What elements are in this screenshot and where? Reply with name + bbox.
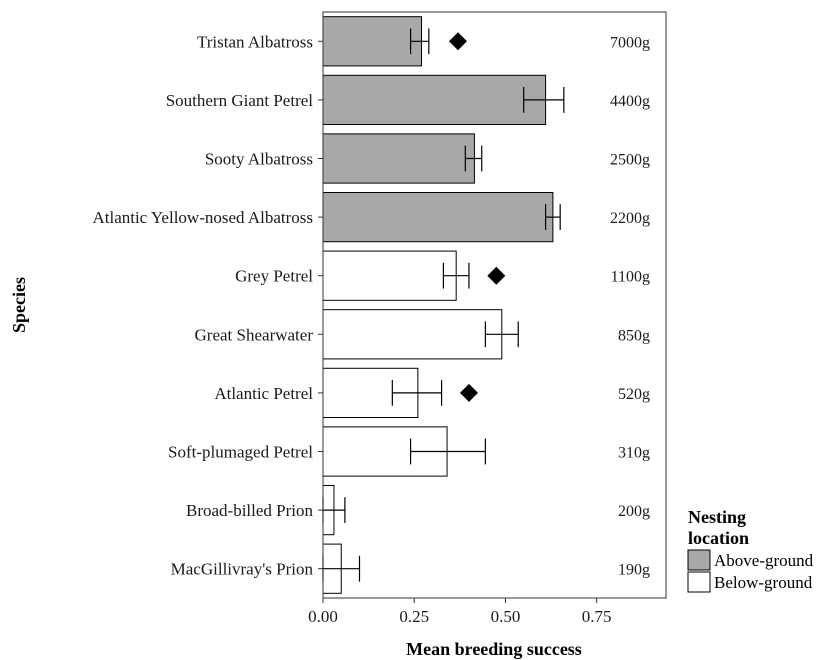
- mass-label-broad-billed-prion: 200g: [618, 503, 650, 520]
- mass-label-sooty-albatross: 2500g: [610, 152, 650, 169]
- legend-label-below-ground: Below-ground: [714, 573, 813, 592]
- bar-atlantic-yellow-nosed-albatross: [322, 191, 554, 243]
- x-tick-label-2: 0.50: [491, 607, 521, 626]
- x-axis-title: Mean breeding success: [406, 639, 582, 659]
- bar-great-shearwater: [322, 309, 503, 360]
- species-label-sooty-albatross: Sooty Albatross: [205, 150, 313, 169]
- species-label-grey-petrel: Grey Petrel: [235, 267, 313, 286]
- mass-label-southern-giant-petrel: 4400g: [610, 93, 650, 110]
- legend: Nesting location Above-ground Below-grou…: [687, 507, 814, 593]
- bar-tristan-albatross: [322, 16, 423, 67]
- bar-southern-giant-petrel: [322, 74, 547, 126]
- bars-layer: 7000g 4400g 2500g 2200g 1100g 850g 520g 310g 200…: [322, 16, 650, 594]
- x-tick-label-0: 0.00: [308, 607, 338, 626]
- diamond-marker-tristan-albatross: [449, 32, 468, 51]
- species-label-macgillivray-s-prion: MacGillivray's Prion: [171, 560, 314, 579]
- species-label-great-shearwater: Great Shearwater: [195, 325, 314, 344]
- x-axis: Tristan Albatross Southern Giant Petrel So…: [92, 32, 611, 626]
- legend-swatch-above-ground: [687, 549, 711, 571]
- legend-label-above-ground: Above-ground: [714, 551, 814, 570]
- species-label-atlantic-petrel: Atlantic Petrel: [214, 384, 313, 403]
- species-label-tristan-albatross: Tristan Albatross: [197, 32, 313, 51]
- x-tick-label-3: 0.75: [582, 607, 612, 626]
- diamond-marker-atlantic-petrel: [459, 383, 478, 402]
- mass-label-grey-petrel: 1100g: [611, 269, 650, 286]
- legend-swatch-below-ground: [687, 571, 711, 593]
- mass-label-soft-plumaged-petrel: 310g: [618, 445, 650, 462]
- mass-label-great-shearwater: 850g: [618, 327, 650, 344]
- mass-label-tristan-albatross: 7000g: [610, 34, 650, 51]
- legend-title-line2: location: [688, 528, 749, 548]
- species-label-southern-giant-petrel: Southern Giant Petrel: [166, 91, 314, 110]
- mass-label-atlantic-yellow-nosed-albatross: 2200g: [610, 210, 650, 227]
- plot-panel: [322, 11, 667, 599]
- bar-grey-petrel: [322, 250, 457, 301]
- species-label-atlantic-yellow-nosed-albatross: Atlantic Yellow-nosed Albatross: [92, 208, 313, 227]
- bar-sooty-albatross: [322, 133, 475, 184]
- y-axis-title: Species: [9, 277, 29, 333]
- diamond-marker-grey-petrel: [487, 266, 506, 285]
- legend-title-line1: Nesting: [688, 507, 746, 527]
- mass-label-macgillivray-s-prion: 190g: [618, 562, 650, 579]
- species-label-broad-billed-prion: Broad-billed Prion: [186, 501, 314, 520]
- x-tick-label-1: 0.25: [399, 607, 429, 626]
- species-label-soft-plumaged-petrel: Soft-plumaged Petrel: [168, 443, 313, 462]
- mass-label-atlantic-petrel: 520g: [618, 386, 650, 403]
